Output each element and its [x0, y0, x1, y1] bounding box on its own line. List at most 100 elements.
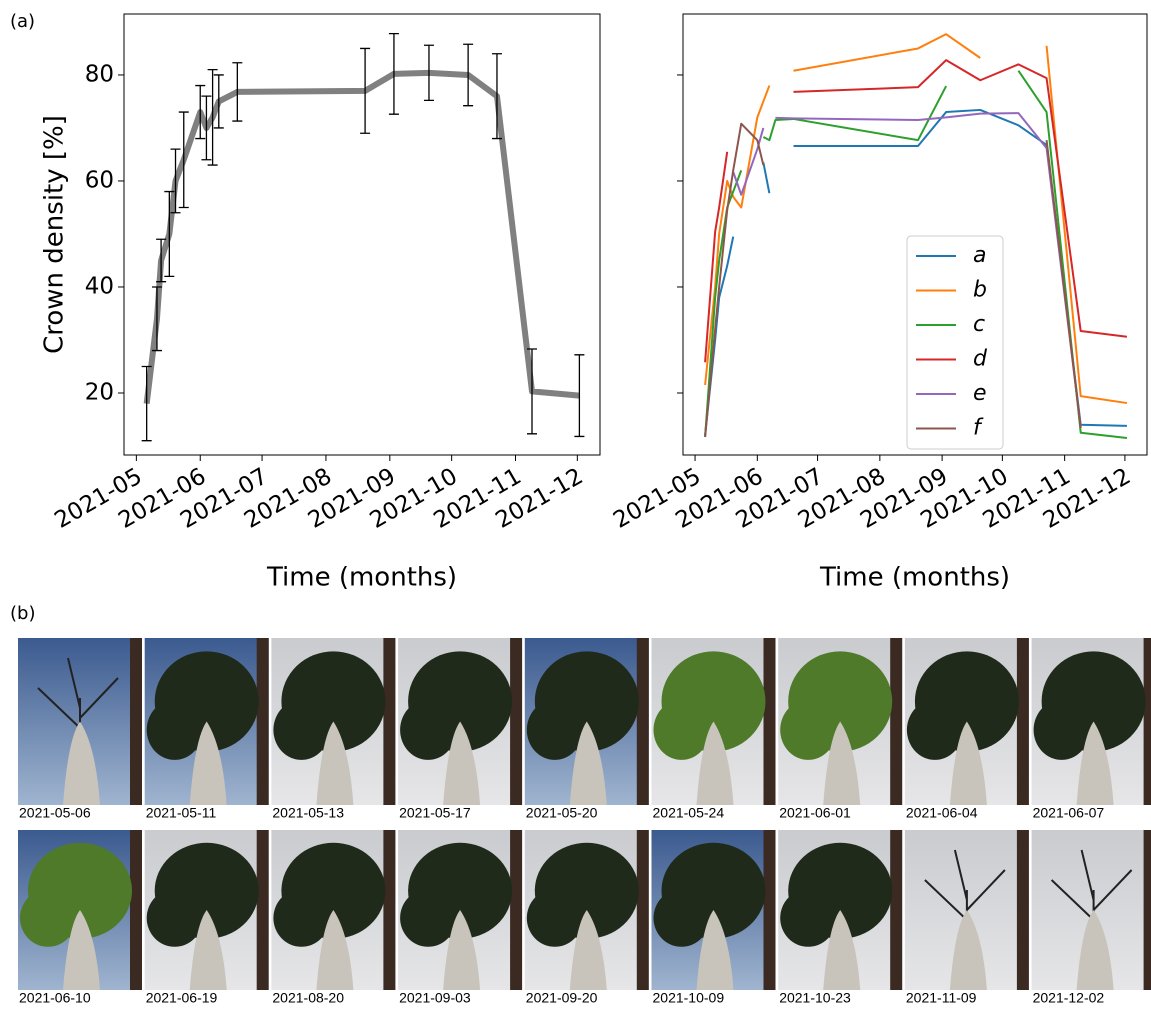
photo-caption: 2021-06-07: [1033, 805, 1105, 821]
error-bar: [201, 95, 212, 161]
photo-trunk: [443, 721, 481, 805]
photo: [398, 638, 523, 805]
photo-trunk: [696, 721, 734, 805]
legend-label: f: [973, 416, 984, 441]
error-bar: [207, 69, 218, 166]
photo-frame-post: [383, 638, 396, 805]
photo-trunk: [696, 910, 734, 990]
photo-frame-post: [890, 830, 903, 990]
photo-canopy: [526, 889, 583, 947]
photo-trunk: [949, 721, 987, 805]
photo: [271, 830, 396, 990]
series-line: [704, 151, 729, 363]
error-bar: [195, 84, 206, 140]
y-axis-label: Crown density [%]: [40, 115, 70, 354]
y-tick-label: 60: [85, 167, 114, 193]
photo-canopy: [653, 889, 710, 947]
photo-trunk: [316, 910, 354, 990]
photo-frame-post: [636, 830, 649, 990]
error-bar: [151, 286, 162, 352]
photo-caption: 2021-05-24: [653, 805, 725, 821]
photo-frame-post: [763, 830, 776, 990]
photo: [651, 638, 776, 805]
y-tick-label: 20: [85, 379, 114, 405]
x-axis-label: Time (months): [819, 563, 1010, 593]
photo-caption: 2021-05-13: [272, 805, 344, 821]
photo-frame-post: [763, 638, 776, 805]
photo-frame-post: [510, 830, 523, 990]
photo-canopy: [273, 699, 330, 760]
photo-frame-post: [256, 830, 269, 990]
error-bar: [141, 365, 152, 442]
photo-frame-post: [130, 830, 142, 990]
photo-trunk: [189, 910, 227, 990]
photo-canopy: [1033, 699, 1090, 760]
photo-caption: 2021-05-17: [399, 805, 471, 821]
photo-caption: 2021-05-11: [146, 805, 217, 821]
photo-trunk: [569, 910, 607, 990]
photo-trunk: [569, 721, 607, 805]
legend-label: a: [973, 243, 986, 268]
photo-trunk: [823, 721, 861, 805]
error-bar: [178, 111, 189, 209]
photo-trunk: [823, 910, 861, 990]
photo-canopy: [273, 889, 330, 947]
photo-frame-post: [130, 638, 142, 805]
photo-trunk: [1076, 910, 1114, 990]
photo-canopy: [526, 699, 583, 760]
series-line: [704, 122, 765, 438]
photo: [524, 830, 649, 990]
error-bar: [388, 32, 399, 115]
series-line: [704, 170, 743, 438]
photo: [18, 830, 142, 990]
photo-caption: 2021-06-19: [146, 990, 218, 1006]
photo-trunk: [443, 910, 481, 990]
photo-frame-post: [510, 638, 523, 805]
photo: [1031, 830, 1151, 990]
photo: [144, 830, 269, 990]
photo-caption: 2021-10-09: [653, 990, 725, 1006]
photo: [1031, 638, 1151, 805]
photo-frame-post: [383, 830, 396, 990]
photo-trunk: [189, 721, 227, 805]
legend-label: c: [973, 312, 985, 337]
photo-caption: 2021-09-20: [526, 990, 598, 1006]
photo-caption: 2021-06-10: [19, 990, 91, 1006]
error-bar: [491, 53, 502, 140]
photo-frame-post: [256, 638, 269, 805]
photo-trunk: [949, 910, 987, 990]
photo-caption: 2021-05-06: [19, 805, 91, 821]
photo-frame-post: [1016, 638, 1029, 805]
photo-caption: 2021-06-01: [779, 805, 851, 821]
series-line: [1017, 70, 1128, 440]
legend-label: b: [973, 278, 987, 303]
series-line: [775, 112, 1082, 428]
photo-caption: 2021-06-04: [906, 805, 978, 821]
series-line: [793, 59, 1128, 338]
photo-caption: 2021-09-03: [399, 990, 471, 1006]
error-bar: [170, 148, 181, 214]
legend-label: e: [973, 381, 987, 406]
photo-frame-post: [1016, 830, 1029, 990]
photo: [651, 830, 776, 990]
plot-frame: [123, 13, 601, 456]
photo-caption: 2021-08-20: [272, 990, 344, 1006]
photo-canopy: [906, 699, 963, 760]
photo: [778, 830, 903, 990]
error-bar: [164, 190, 175, 278]
photo: [904, 638, 1029, 805]
y-tick-label: 80: [85, 61, 114, 87]
photo-canopy: [400, 889, 457, 947]
error-bar: [423, 44, 434, 102]
error-bar: [527, 348, 537, 435]
series-line: [704, 85, 771, 386]
photo-frame-post: [1143, 638, 1151, 805]
photo-frame-post: [636, 638, 649, 805]
error-bar: [213, 74, 224, 129]
photo-canopy: [780, 889, 837, 947]
error-bar: [360, 47, 371, 134]
plot-frame: [682, 13, 1148, 456]
photo-canopy: [20, 889, 76, 947]
